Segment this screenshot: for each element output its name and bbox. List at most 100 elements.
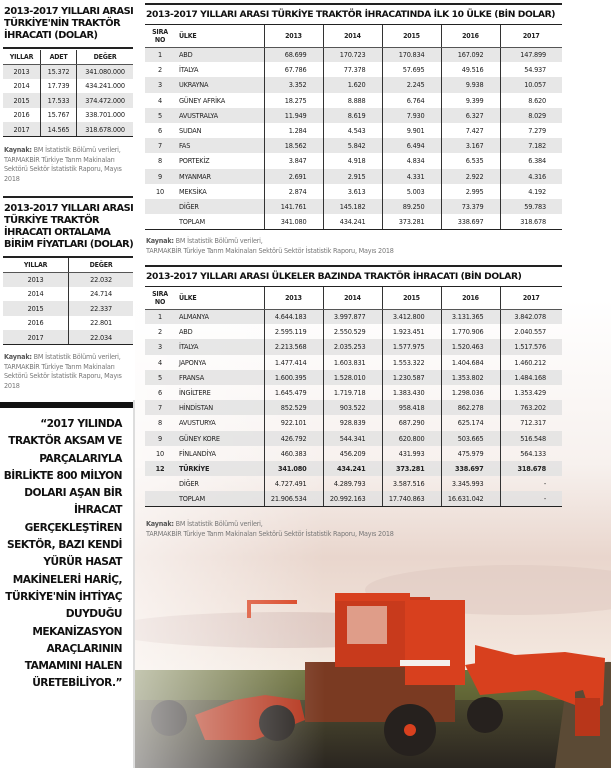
table-row: 9 GÜNEY KORE 426.792 544.341 620.800 503.665 5…: [145, 430, 562, 446]
table-row: 2016 15.767 338.701.000: [3, 107, 133, 122]
table-cell: 22.032: [68, 272, 133, 287]
table-header-row: YILLAR DEĞER: [3, 258, 133, 273]
value-cell: 431.993: [381, 445, 441, 461]
table-row: 2015 22.337: [3, 301, 133, 316]
rank-cell: 1: [145, 47, 175, 63]
value-cell: 2.595.119: [263, 324, 323, 340]
table-cell: 22.801: [68, 315, 133, 330]
value-cell: 928.839: [322, 415, 382, 431]
value-cell: 3.847: [263, 153, 323, 169]
column-header: YILLAR: [3, 258, 69, 273]
rank-cell: 8: [158, 156, 162, 166]
value-cell: 9.399: [440, 92, 500, 108]
table-cell: 14.565: [39, 122, 77, 137]
value-cell: 1.477.414: [263, 354, 323, 370]
table-row: 8 PORTEKİZ 3.847 4.918 4.834 6.535 6.384: [145, 153, 562, 169]
value-cell: 4.727.491: [263, 476, 323, 492]
table-row: 6 İNGİLTERE 1.645.479 1.719.718 1.383.430 1.2…: [145, 384, 562, 401]
table-cell: 318.678.000: [76, 122, 133, 137]
value-cell: 6.494: [381, 138, 441, 154]
value-cell: 145.182: [322, 198, 382, 215]
table-row: TOPLAM 341.080 434.241 373.281 338.697 318.67…: [145, 214, 562, 230]
rank-cell: 6: [158, 126, 162, 136]
value-cell: 516.548: [499, 430, 562, 446]
country-cell: FAS: [175, 138, 264, 154]
value-cell: 141.761: [263, 198, 323, 215]
country-cell: UKRAYNA: [175, 77, 264, 93]
table-row: 3 İTALYA 2.213.568 2.035.253 1.577.975 1.520.…: [145, 339, 562, 355]
value-cell: 338.697: [440, 214, 500, 230]
table-row: 2016 22.801: [3, 315, 133, 330]
table-row: 7 FAS 18.562 5.842 6.494 3.167 7.182: [145, 138, 562, 154]
value-cell: 6.535: [440, 153, 500, 169]
value-cell: 3.613: [322, 183, 382, 199]
table-row: 12 TÜRKİYE 341.080 434.241 373.281 338.697 318…: [145, 460, 562, 477]
value-cell: 18.562: [263, 138, 323, 154]
value-cell: 20.992.163: [322, 491, 382, 507]
value-cell: 1.719.718: [322, 384, 382, 401]
country-cell: TOPLAM: [175, 491, 264, 507]
table-cell: 2017: [3, 330, 69, 345]
table-cell: 24.714: [68, 286, 133, 301]
table-row: 2 İTALYA 67.786 77.378 57.695 49.516 54.937: [145, 62, 562, 78]
value-cell: 170.723: [322, 47, 382, 63]
table-header-row: SIRA NO ÜLKE 2013 2014 2015 2016 2017: [145, 287, 562, 310]
countries-table-title: 2013-2017 YILLARI ARASI ÜLKELER BAZINDA …: [146, 271, 522, 282]
divider: [145, 24, 562, 25]
table-row: 9 MYANMAR 2.691 2.915 4.331 2.922 4.316: [145, 168, 562, 184]
value-cell: 1.353.802: [440, 369, 500, 385]
rank-cell: 3: [145, 339, 175, 355]
table-row: 1 ALMANYA 4.644.183 3.997.877 3.412.800 3.131…: [145, 309, 562, 325]
value-cell: 7.182: [499, 138, 562, 154]
value-cell: 167.092: [440, 47, 500, 63]
value-cell: 1.230.587: [381, 369, 441, 385]
value-cell: 6.384: [499, 153, 562, 169]
table-row: 4 JAPONYA 1.477.414 1.603.831 1.553.322 1.404…: [145, 354, 562, 370]
rank-cell: [145, 476, 175, 491]
value-cell: 170.834: [381, 47, 441, 63]
unit-price-table: YILLAR DEĞER 2013 22.032 2014 24.714 2015 22.33…: [3, 258, 133, 345]
value-cell: 475.979: [440, 445, 500, 461]
country-cell: İTALYA: [179, 65, 199, 75]
country-cell: GÜNEY KORE: [175, 430, 264, 446]
rank-cell: 3: [145, 77, 175, 93]
rank-cell: [145, 198, 175, 215]
countries-table-source: Kaynak: BM İstatistik Bölümü verileri, TA…: [146, 519, 566, 538]
value-cell: 9.901: [381, 122, 441, 139]
table-row: DİĞER 141.761 145.182 89.250 73.379 59.783: [145, 198, 562, 215]
value-cell: 2.035.253: [322, 339, 382, 355]
countries-export-table: SIRA NO ÜLKE 2013 2014 2015 2016 2017 1 ALMANYA 4…: [145, 287, 562, 507]
country-cell: SUDAN: [179, 126, 202, 136]
value-cell: 4.316: [499, 168, 562, 184]
country-cell: DİĞER: [175, 198, 264, 215]
table-cell: 2017: [3, 122, 41, 137]
value-cell: 3.167: [440, 138, 500, 154]
divider: [3, 256, 133, 258]
country-cell: MEKSİKA: [179, 186, 207, 196]
value-cell: 5.842: [322, 138, 382, 154]
table-cell: 2015: [3, 301, 69, 316]
rank-cell: 1: [145, 309, 175, 325]
country-cell: PORTEKİZ: [179, 156, 210, 166]
divider: [145, 3, 562, 5]
table-cell: 2015: [3, 93, 41, 108]
country-cell: MYANMAR: [175, 168, 264, 184]
value-cell: 10.057: [499, 77, 562, 93]
table-cell: 22.034: [68, 330, 133, 345]
value-cell: 1.577.975: [381, 339, 441, 355]
column-header: ÜLKE: [175, 25, 264, 48]
value-cell: 4.644.183: [263, 309, 323, 325]
value-cell: 1.620: [322, 77, 382, 93]
column-divider: [133, 400, 135, 768]
value-cell: 11.949: [263, 107, 323, 123]
table-row: 2017 22.034: [3, 330, 133, 345]
value-cell: 7.930: [381, 107, 441, 123]
quote-bar: [0, 402, 133, 408]
table-row: 2014 24.714: [3, 286, 133, 301]
value-cell: 4.918: [322, 153, 382, 169]
value-cell: 763.202: [499, 400, 562, 416]
value-cell: -: [499, 491, 562, 507]
source-label: Kaynak:: [4, 352, 32, 361]
column-header: 2015: [381, 25, 441, 48]
country-cell: TOPLAM: [175, 214, 264, 230]
